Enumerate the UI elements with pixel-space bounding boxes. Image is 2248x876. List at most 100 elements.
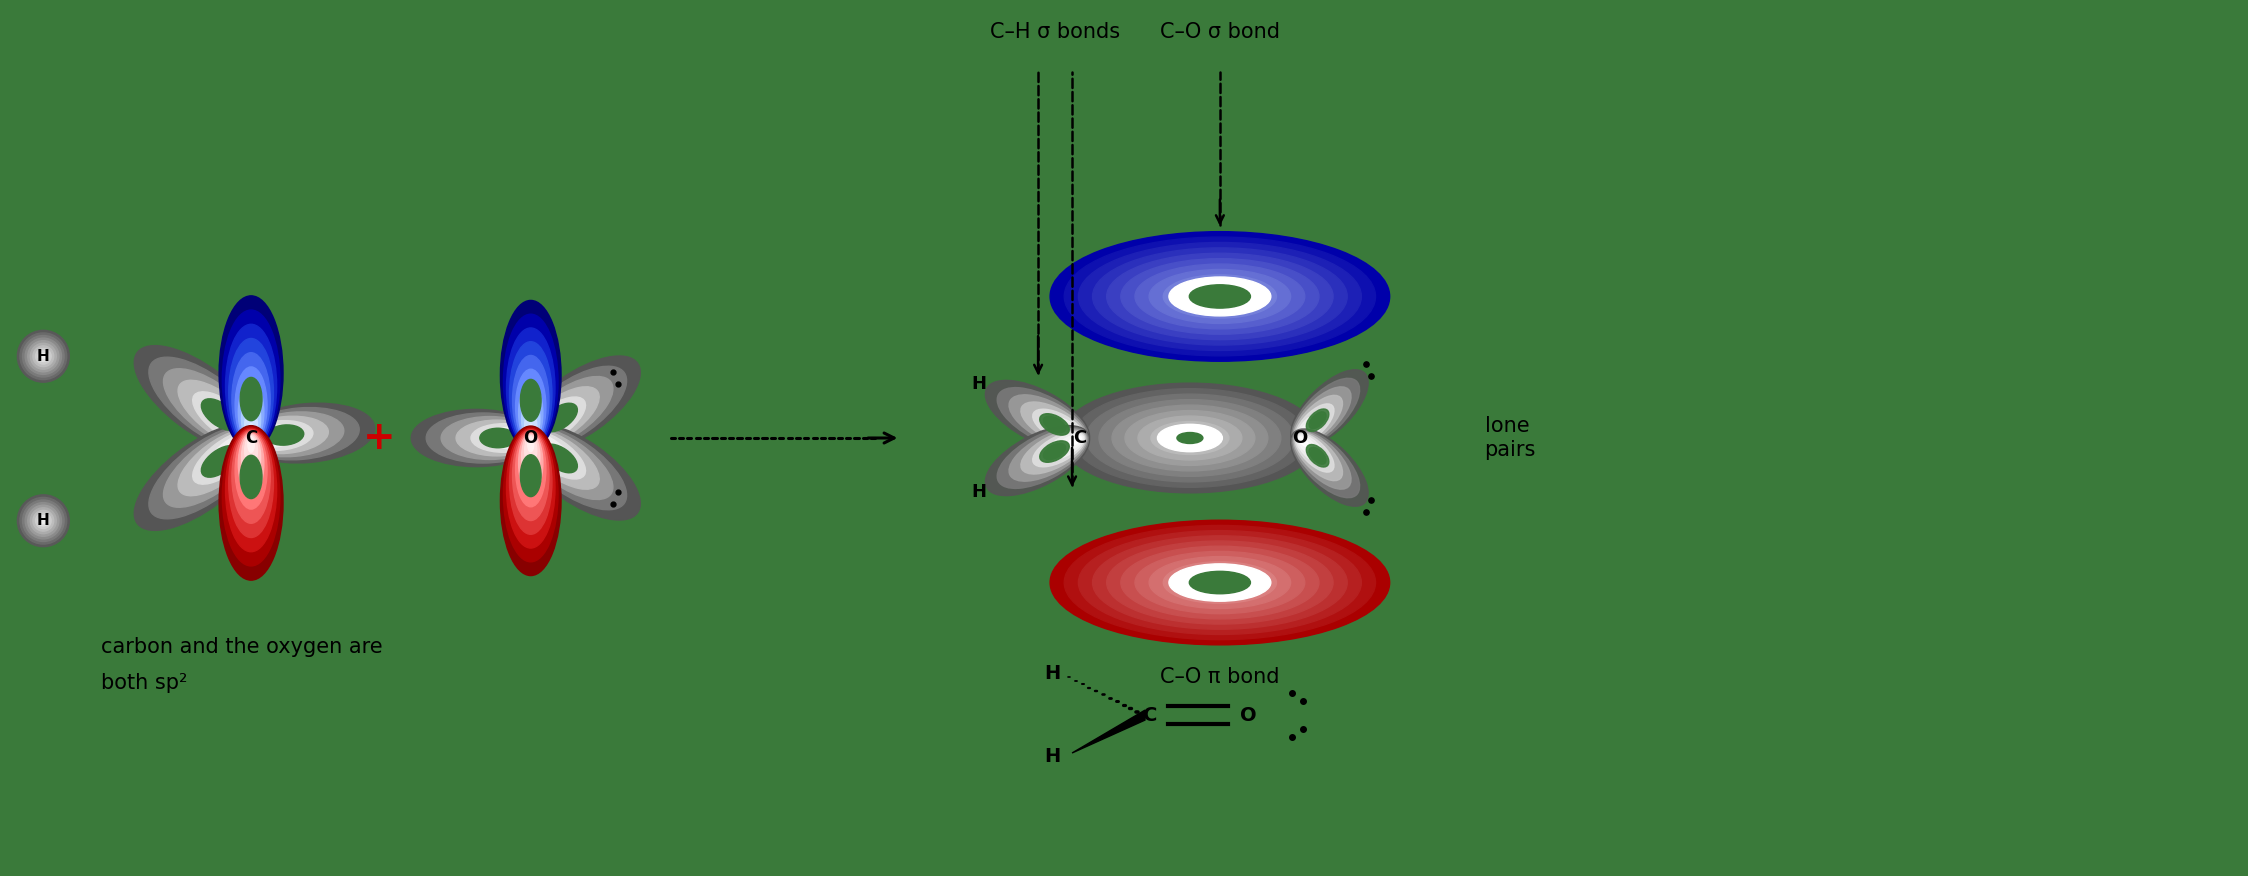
- Ellipse shape: [245, 410, 259, 441]
- Ellipse shape: [495, 435, 504, 441]
- Ellipse shape: [281, 433, 290, 438]
- Text: H: H: [36, 513, 49, 528]
- Ellipse shape: [40, 518, 45, 523]
- Ellipse shape: [526, 465, 535, 486]
- Ellipse shape: [1299, 437, 1308, 447]
- Ellipse shape: [247, 429, 281, 444]
- Ellipse shape: [1162, 562, 1277, 604]
- Ellipse shape: [211, 454, 229, 470]
- Ellipse shape: [1290, 370, 1369, 447]
- Ellipse shape: [1009, 428, 1088, 481]
- Ellipse shape: [519, 379, 542, 421]
- Ellipse shape: [38, 351, 49, 362]
- Ellipse shape: [1041, 441, 1070, 463]
- Ellipse shape: [1293, 431, 1351, 489]
- Ellipse shape: [1178, 433, 1203, 443]
- Ellipse shape: [1032, 409, 1086, 444]
- Ellipse shape: [1297, 434, 1326, 463]
- Ellipse shape: [1290, 429, 1369, 506]
- Ellipse shape: [229, 429, 274, 538]
- Ellipse shape: [1106, 253, 1333, 340]
- Ellipse shape: [1093, 536, 1347, 629]
- Ellipse shape: [486, 427, 535, 449]
- Ellipse shape: [1048, 419, 1061, 430]
- Ellipse shape: [1158, 424, 1223, 452]
- Ellipse shape: [1178, 433, 1203, 443]
- Ellipse shape: [515, 369, 546, 444]
- Ellipse shape: [1149, 270, 1290, 323]
- Ellipse shape: [1306, 444, 1329, 467]
- Ellipse shape: [245, 388, 256, 410]
- Ellipse shape: [40, 354, 45, 359]
- Ellipse shape: [245, 466, 256, 488]
- Ellipse shape: [238, 381, 263, 443]
- Ellipse shape: [524, 397, 584, 445]
- Text: carbon and the oxygen are
both sp²: carbon and the oxygen are both sp²: [101, 637, 382, 693]
- Ellipse shape: [1048, 446, 1061, 457]
- Ellipse shape: [34, 346, 54, 367]
- Ellipse shape: [223, 434, 254, 461]
- Ellipse shape: [472, 424, 535, 452]
- Ellipse shape: [998, 387, 1088, 449]
- Ellipse shape: [1009, 395, 1088, 448]
- Ellipse shape: [1043, 443, 1066, 460]
- Ellipse shape: [1057, 424, 1084, 442]
- Text: H: H: [36, 349, 49, 364]
- Ellipse shape: [522, 377, 614, 449]
- Ellipse shape: [1313, 414, 1324, 426]
- Ellipse shape: [202, 399, 238, 430]
- Ellipse shape: [223, 415, 254, 442]
- Ellipse shape: [519, 356, 641, 452]
- Ellipse shape: [515, 432, 546, 507]
- Ellipse shape: [1021, 402, 1086, 446]
- Ellipse shape: [225, 428, 277, 552]
- Ellipse shape: [519, 383, 542, 442]
- Ellipse shape: [207, 403, 234, 427]
- Ellipse shape: [241, 456, 263, 498]
- Ellipse shape: [526, 390, 535, 411]
- Text: C–O π bond: C–O π bond: [1160, 668, 1279, 688]
- Ellipse shape: [164, 369, 261, 449]
- Ellipse shape: [20, 333, 67, 379]
- Ellipse shape: [1063, 237, 1376, 356]
- Ellipse shape: [1189, 571, 1250, 594]
- Ellipse shape: [479, 428, 517, 448]
- Ellipse shape: [18, 495, 70, 547]
- Ellipse shape: [985, 380, 1090, 450]
- Ellipse shape: [207, 449, 234, 473]
- Ellipse shape: [542, 444, 578, 473]
- Ellipse shape: [207, 433, 256, 473]
- Text: H: H: [1043, 747, 1061, 766]
- Ellipse shape: [225, 324, 277, 448]
- Ellipse shape: [456, 420, 537, 456]
- Ellipse shape: [1050, 231, 1389, 361]
- Text: H: H: [1043, 664, 1061, 682]
- Ellipse shape: [38, 516, 49, 526]
- Text: O: O: [524, 429, 537, 447]
- Ellipse shape: [524, 385, 540, 416]
- Ellipse shape: [1315, 453, 1320, 458]
- Ellipse shape: [1169, 277, 1270, 316]
- Ellipse shape: [193, 431, 259, 484]
- Ellipse shape: [22, 500, 65, 541]
- Ellipse shape: [229, 338, 274, 447]
- Ellipse shape: [1045, 416, 1084, 442]
- Ellipse shape: [236, 427, 252, 440]
- Ellipse shape: [241, 434, 261, 481]
- Polygon shape: [1072, 710, 1144, 753]
- Ellipse shape: [1099, 399, 1281, 477]
- Ellipse shape: [223, 310, 279, 449]
- Ellipse shape: [27, 341, 58, 371]
- Ellipse shape: [528, 418, 558, 442]
- Ellipse shape: [427, 413, 540, 463]
- Ellipse shape: [247, 471, 254, 483]
- Ellipse shape: [513, 356, 549, 445]
- Ellipse shape: [36, 349, 52, 364]
- Ellipse shape: [501, 431, 533, 445]
- Text: C: C: [1142, 706, 1158, 724]
- Ellipse shape: [20, 498, 67, 544]
- Ellipse shape: [241, 395, 261, 442]
- Ellipse shape: [528, 424, 533, 439]
- Ellipse shape: [243, 412, 344, 456]
- Ellipse shape: [1086, 394, 1295, 482]
